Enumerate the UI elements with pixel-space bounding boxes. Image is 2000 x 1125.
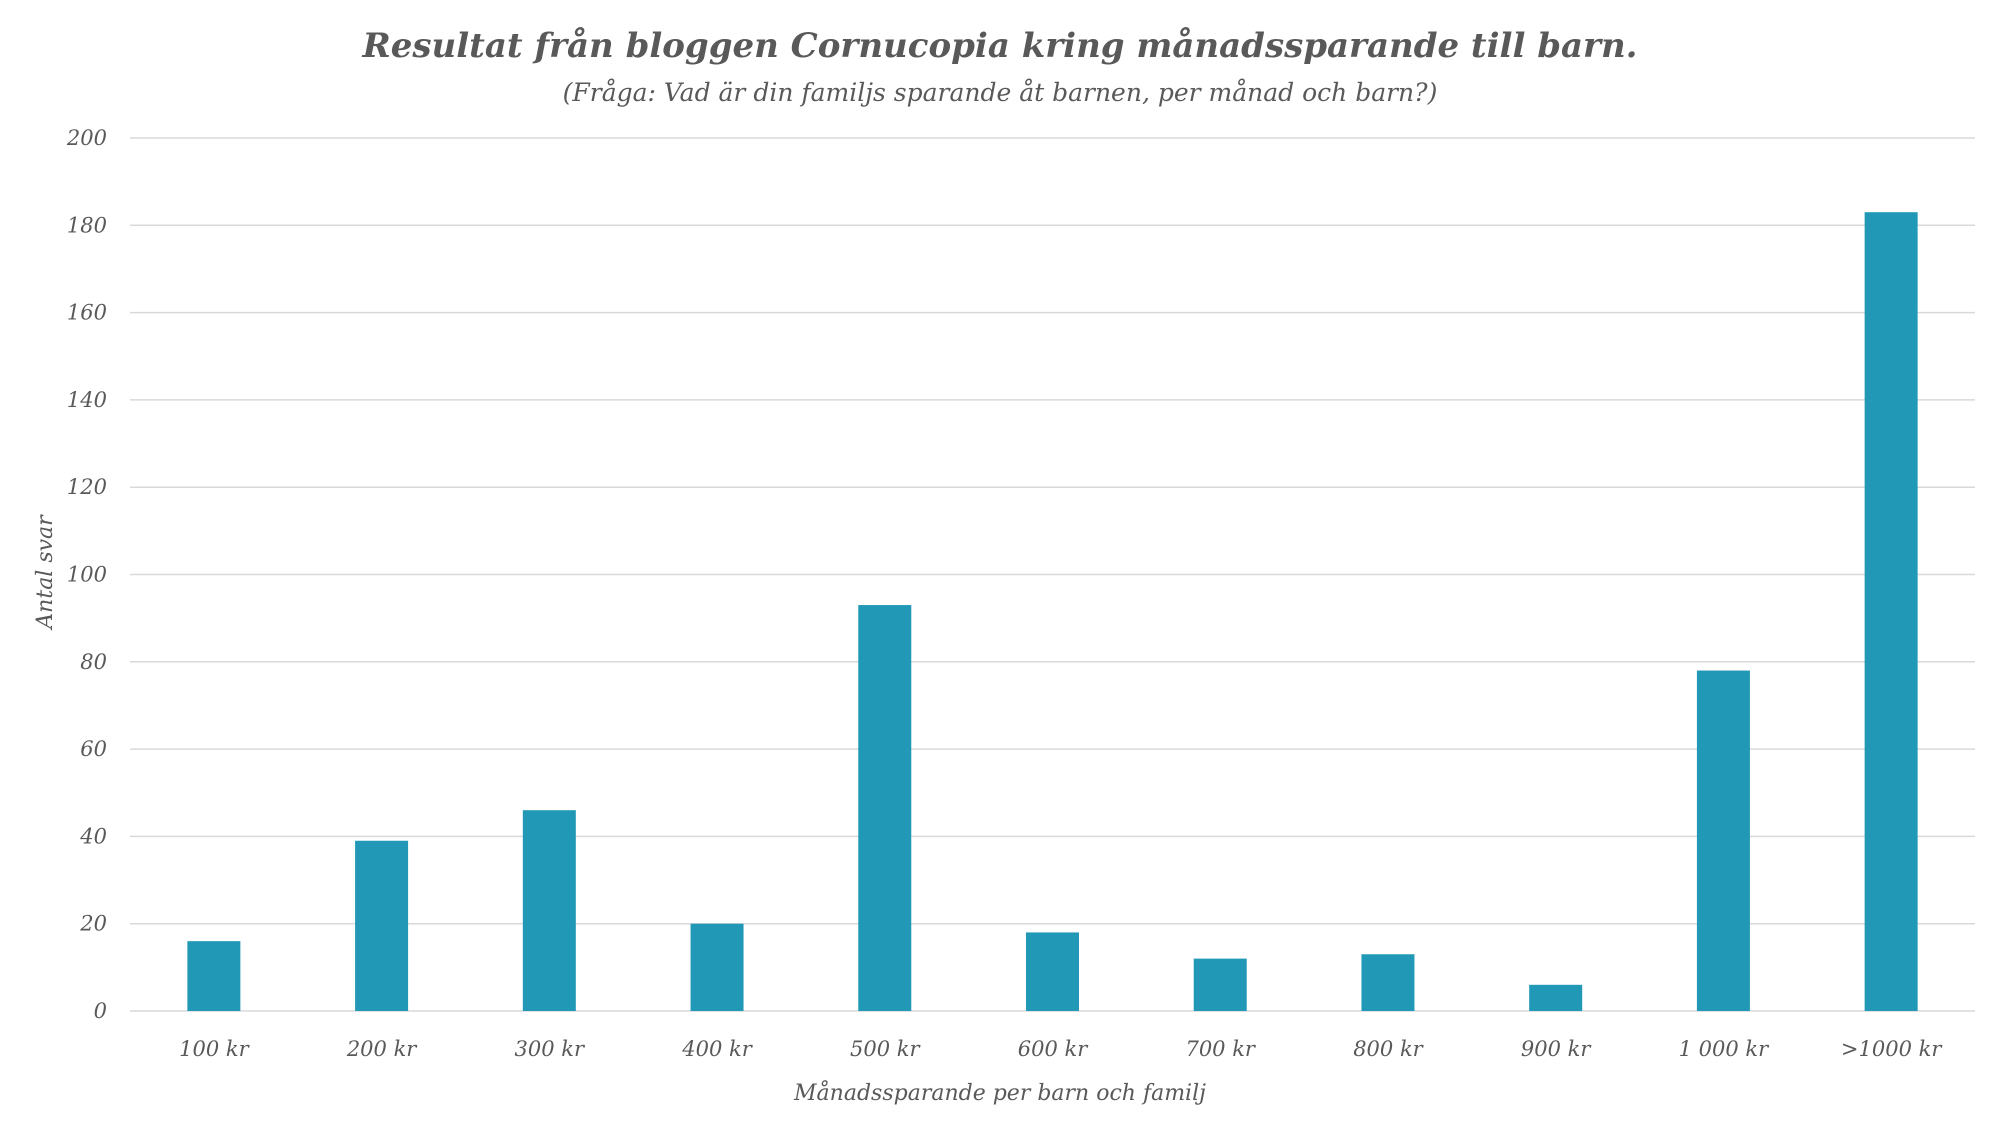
x-axis-ticks: 100 kr 200 kr 300 kr 400 kr 500 kr 600 kr 700 … [179, 1037, 1943, 1061]
bar-9 [1529, 984, 1583, 1011]
y-tick-label: 80 [80, 650, 107, 674]
y-axis-title: Antal svar [33, 514, 58, 631]
bar-1 [187, 941, 241, 1011]
y-tick-label: 200 [66, 126, 107, 150]
bar-7 [1193, 958, 1247, 1011]
x-tick-label: 500 kr [850, 1037, 921, 1061]
bars [187, 212, 1918, 1011]
bar-3 [522, 810, 576, 1011]
y-tick-label: 20 [79, 912, 107, 936]
gridlines [130, 137, 1975, 1012]
chart-subtitle: (Fråga: Vad är din familjs sparande åt b… [563, 78, 1438, 107]
y-tick-label: 180 [67, 213, 107, 237]
bar-4 [690, 923, 744, 1011]
x-tick-label: 900 kr [1521, 1037, 1592, 1061]
x-tick-label: 1 000 kr [1679, 1037, 1771, 1061]
x-tick-label: 700 kr [1185, 1037, 1256, 1061]
y-tick-label: 120 [67, 475, 107, 499]
bar-11 [1864, 212, 1918, 1011]
y-tick-label: 60 [80, 737, 107, 761]
x-axis-title: Månadssparande per barn och familj [793, 1079, 1206, 1106]
bar-8 [1361, 954, 1415, 1011]
y-tick-label: 40 [79, 824, 107, 848]
bar-5 [858, 605, 912, 1011]
x-tick-label: >1000 kr [1841, 1037, 1943, 1061]
y-tick-label: 160 [67, 301, 107, 325]
bar-10 [1696, 670, 1750, 1011]
y-tick-label: 0 [94, 999, 107, 1023]
y-axis-ticks: 0 20 40 60 80 100 120 140 160 180 200 [66, 126, 107, 1023]
chart-title: Resultat från bloggen Cornucopia kring m… [362, 26, 1638, 66]
x-tick-label: 300 kr [515, 1037, 586, 1061]
bar-2 [355, 840, 409, 1011]
x-tick-label: 600 kr [1018, 1037, 1089, 1061]
y-tick-label: 100 [67, 563, 107, 587]
x-tick-label: 200 kr [346, 1037, 418, 1061]
x-tick-label: 100 kr [179, 1037, 250, 1061]
bar-6 [1026, 932, 1079, 1011]
x-tick-label: 400 kr [681, 1037, 753, 1061]
x-tick-label: 800 kr [1353, 1037, 1424, 1061]
y-tick-label: 140 [67, 388, 107, 412]
